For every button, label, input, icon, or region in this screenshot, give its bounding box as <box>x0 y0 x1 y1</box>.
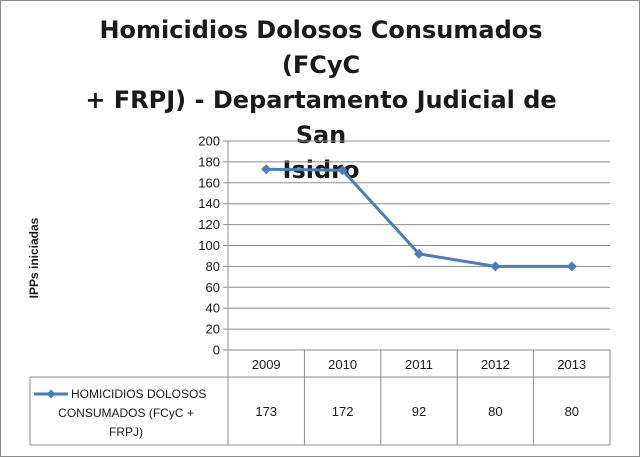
data-point-marker <box>490 261 501 272</box>
legend-label-line: FRPJ) <box>109 425 143 439</box>
y-tick-label: 140 <box>198 196 220 211</box>
value-cell: 172 <box>332 404 354 419</box>
chart-title-line-2: + FRPJ) - Departamento Judicial de San <box>85 86 557 149</box>
chart-title-line-1: Homicidios Dolosos Consumados (FCyC <box>99 16 543 79</box>
category-label: 2009 <box>252 357 281 372</box>
category-label: 2012 <box>481 357 510 372</box>
y-tick-label: 60 <box>206 280 220 295</box>
y-tick-label: 120 <box>198 217 220 232</box>
category-label: 2011 <box>405 357 433 372</box>
data-table: 2009 2010 2011 2012 2013 173 172 92 80 80 <box>29 349 611 446</box>
y-tick-label: 180 <box>198 154 220 169</box>
y-tick-label: 200 <box>198 134 220 149</box>
value-cell: 80 <box>565 404 579 419</box>
series-layer <box>261 164 577 272</box>
data-point-marker <box>414 248 424 259</box>
data-point-marker <box>337 165 348 176</box>
y-tick-label: 100 <box>198 238 220 253</box>
category-label: 2010 <box>328 357 357 372</box>
data-point-marker <box>261 164 272 175</box>
y-tick-label: 160 <box>198 175 220 190</box>
y-axis-title: IPPs iniciadas <box>27 217 41 298</box>
y-tick-label: 20 <box>206 322 220 337</box>
y-tick-label: 80 <box>206 259 220 274</box>
legend: HOMICIDIOS DOLOSOS CONSUMADOS (FCyC + FRPJ… <box>34 387 206 439</box>
value-cell: 80 <box>488 404 502 419</box>
legend-marker-key <box>46 389 56 399</box>
y-tick-label: 0 <box>213 343 220 358</box>
y-tick-label: 40 <box>206 301 220 316</box>
category-label: 2013 <box>557 357 586 372</box>
value-cell: 173 <box>255 404 277 419</box>
value-cell: 92 <box>412 404 426 419</box>
legend-label-line: CONSUMADOS (FCyC + <box>58 406 194 420</box>
y-axis: 0 20 40 60 80 100 120 140 160 180 200 <box>198 134 229 358</box>
gridlines <box>228 140 610 351</box>
legend-label-line: HOMICIDIOS DOLOSOS <box>71 387 206 401</box>
data-point-marker <box>566 261 577 272</box>
chart-title: Homicidios Dolosos Consumados (FCyC + FR… <box>61 13 581 188</box>
